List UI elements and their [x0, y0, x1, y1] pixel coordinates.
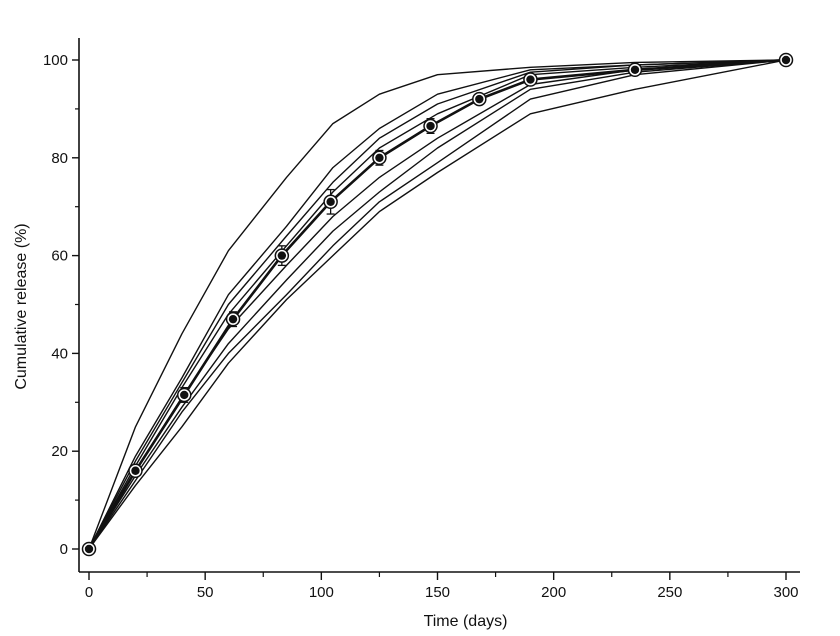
y-tick-label: 0	[60, 541, 68, 558]
release-curve-6	[88, 59, 787, 550]
data-point	[228, 314, 238, 324]
y-axis-title: Cumulative release (%)	[13, 223, 30, 389]
release-curve-7	[88, 59, 787, 550]
axes: 0 50 100 150 200 250 300 0 20 40 60 80 100	[43, 38, 800, 601]
y-tick-label: 20	[51, 443, 68, 460]
y-axis-ticks: 0 20 40 60 80 100	[43, 52, 79, 558]
release-curve-2	[88, 59, 787, 550]
data-point	[326, 197, 335, 207]
data-point	[630, 65, 640, 74]
y-tick-label: 60	[51, 248, 68, 265]
x-tick-label: 200	[541, 584, 566, 601]
release-curve-3	[88, 59, 787, 550]
release-curve-4	[88, 59, 787, 550]
y-tick-label: 40	[51, 345, 68, 362]
data-point	[180, 390, 189, 400]
x-axis-title: Time (days)	[424, 613, 508, 630]
data-point	[131, 466, 140, 475]
x-axis-ticks: 0 50 100 150 200 250 300	[85, 572, 799, 601]
data-point	[84, 544, 94, 554]
y-tick-label: 80	[51, 150, 68, 167]
x-tick-label: 150	[425, 584, 450, 601]
data-point	[426, 121, 435, 131]
x-tick-label: 0	[85, 584, 93, 601]
data-point	[475, 94, 484, 104]
release-curve-5	[88, 59, 787, 550]
release-curve-1	[88, 59, 787, 550]
data-point	[375, 153, 384, 162]
data-point	[781, 55, 791, 65]
data-point	[526, 75, 535, 84]
release-curve-8	[88, 59, 787, 550]
data-point	[277, 251, 287, 260]
mean-curve	[87, 58, 787, 550]
x-tick-label: 300	[773, 584, 798, 601]
x-tick-label: 250	[657, 584, 682, 601]
y-tick-label: 100	[43, 52, 68, 69]
mean-series	[81, 52, 794, 557]
release-curves	[88, 59, 787, 550]
x-tick-label: 100	[309, 584, 334, 601]
x-tick-label: 50	[197, 584, 214, 601]
